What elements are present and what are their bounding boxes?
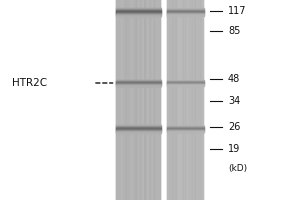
Bar bbox=[167, 0, 204, 200]
Text: 117: 117 bbox=[228, 6, 247, 16]
Text: 48: 48 bbox=[228, 74, 240, 84]
Text: 34: 34 bbox=[228, 96, 240, 106]
Bar bbox=[116, 0, 160, 200]
Text: HTR2C: HTR2C bbox=[12, 78, 47, 88]
Text: 26: 26 bbox=[228, 122, 240, 132]
Text: 19: 19 bbox=[228, 144, 240, 154]
Text: 85: 85 bbox=[228, 26, 240, 36]
Text: (kD): (kD) bbox=[228, 164, 247, 173]
